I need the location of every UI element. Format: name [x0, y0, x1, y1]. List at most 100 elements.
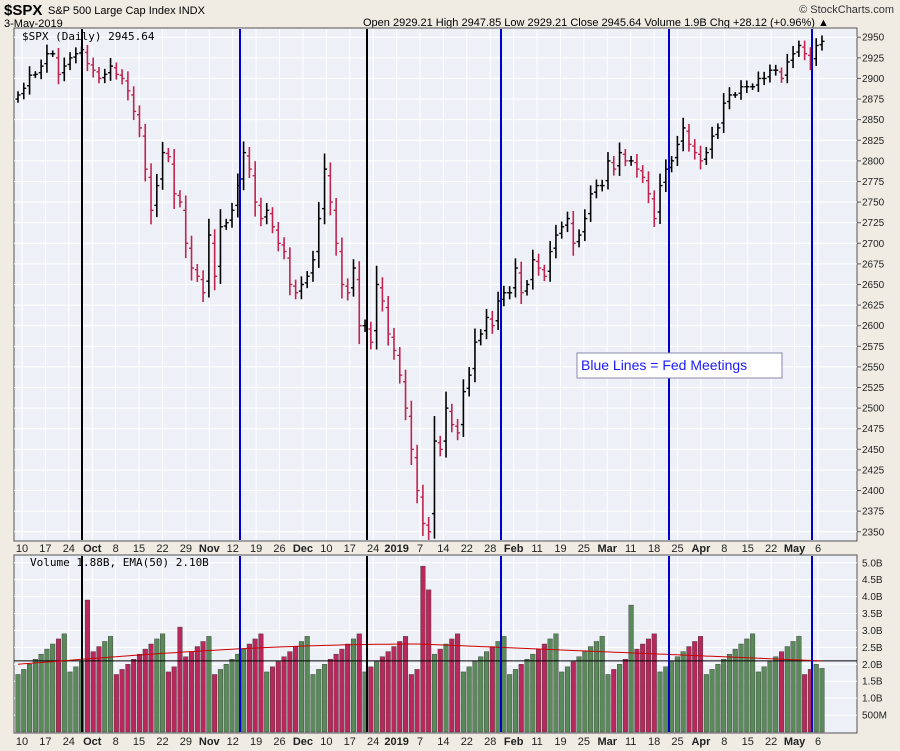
price-bar [391, 327, 397, 360]
volume-bar [385, 651, 391, 733]
price-bar [478, 329, 484, 346]
date-tick-label: 14 [437, 543, 449, 555]
volume-tick-label: 5.0B [862, 558, 883, 569]
date-tick-label: 15 [133, 543, 145, 555]
volume-bar [651, 633, 657, 733]
date-tick-label: Apr [691, 543, 711, 555]
date-tick-label: 8 [721, 736, 727, 748]
date-tick-label: 11 [531, 736, 542, 748]
price-bar [773, 64, 779, 76]
volume-bar [15, 674, 21, 733]
price-bar [345, 278, 351, 301]
price-bar [576, 229, 582, 248]
volume-bar [588, 646, 594, 733]
price-bar [339, 237, 345, 299]
date-tick-label: 14 [437, 736, 449, 748]
price-tick-label: 2550 [862, 362, 885, 373]
volume-bar [507, 674, 513, 733]
price-bar [327, 162, 333, 216]
date-tick-label: 17 [344, 543, 356, 555]
price-tick-label: 2525 [862, 383, 885, 394]
volume-bar [258, 633, 264, 733]
volume-bar [113, 674, 119, 733]
volume-bar [119, 669, 125, 733]
date-tick-label: Oct [83, 736, 102, 748]
date-tick-label: 24 [63, 543, 75, 555]
volume-bar [489, 646, 495, 733]
price-tick-label: 2600 [862, 321, 885, 332]
price-bar [564, 211, 570, 233]
volume-bar [90, 651, 96, 733]
volume-bar [368, 666, 374, 733]
price-legend: $SPX (Daily) 2945.64 [22, 30, 155, 43]
price-bar [634, 153, 640, 178]
price-bar [189, 235, 195, 281]
date-tick-label: 24 [367, 736, 379, 748]
price-bar [281, 237, 287, 260]
date-tick-label: 10 [320, 736, 332, 748]
date-tick-label: 22 [156, 543, 168, 555]
volume-bar [443, 643, 449, 733]
volume-bar [744, 638, 750, 733]
date-tick-label: Apr [691, 736, 711, 748]
volume-bar [611, 669, 617, 733]
date-tick-label: 11 [625, 736, 636, 748]
price-bar [721, 93, 727, 134]
volume-bar [397, 641, 403, 733]
price-bar [726, 87, 732, 110]
price-bar [252, 161, 258, 217]
date-tick-label: 2019 [384, 543, 408, 555]
volume-bar [55, 638, 62, 733]
date-tick-label: 17 [39, 736, 51, 748]
price-tick-label: 2425 [862, 465, 885, 476]
price-bar [113, 62, 119, 80]
price-bar [270, 207, 276, 234]
date-tick-label: 10 [320, 543, 332, 555]
date-tick-label: 8 [113, 736, 119, 748]
price-tick-label: 2350 [862, 527, 885, 538]
price-bar [605, 152, 611, 190]
price-bar [553, 224, 559, 259]
volume-bar [784, 646, 790, 733]
date-tick-label: 25 [671, 543, 683, 555]
date-tick-label: 10 [16, 736, 28, 748]
date-tick-label: 18 [648, 736, 660, 748]
price-bar [131, 86, 137, 121]
price-bar [84, 44, 90, 72]
price-bar [744, 80, 750, 93]
price-tick-label: 2500 [862, 404, 885, 415]
price-bar [547, 241, 553, 282]
price-bar [21, 82, 27, 100]
volume-bar [605, 674, 611, 733]
volume-bar [316, 669, 322, 733]
chart-date: 3-May-2019 [4, 18, 63, 30]
volume-tick-label: 4.5B [862, 575, 883, 586]
date-tick-label: 6 [815, 543, 821, 555]
date-tick-label: 19 [554, 736, 566, 748]
price-bar [38, 59, 44, 80]
volume-bar [212, 674, 218, 733]
date-tick-label: 25 [578, 543, 590, 555]
price-tick-label: 2650 [862, 280, 885, 291]
volume-bar [403, 636, 409, 733]
date-tick-label: May [784, 736, 806, 748]
price-bar [449, 403, 455, 433]
price-tick-label: 2875 [862, 95, 885, 106]
price-bar [374, 265, 380, 350]
volume-tick-label: 1.0B [862, 694, 883, 705]
volume-bar [108, 636, 114, 733]
date-tick-label: 7 [417, 736, 423, 748]
volume-bar [125, 664, 131, 733]
price-bar [489, 310, 495, 334]
volume-bar [84, 599, 90, 733]
price-bar [44, 44, 50, 73]
date-tick-label: 6 [815, 736, 821, 748]
price-bar [790, 45, 796, 69]
price-bar [663, 159, 669, 193]
volume-bar [73, 666, 79, 733]
date-tick-label: May [784, 543, 806, 555]
volume-bar [437, 648, 443, 733]
volume-bar [327, 659, 333, 733]
price-bar [692, 139, 698, 160]
volume-bar [333, 653, 339, 733]
